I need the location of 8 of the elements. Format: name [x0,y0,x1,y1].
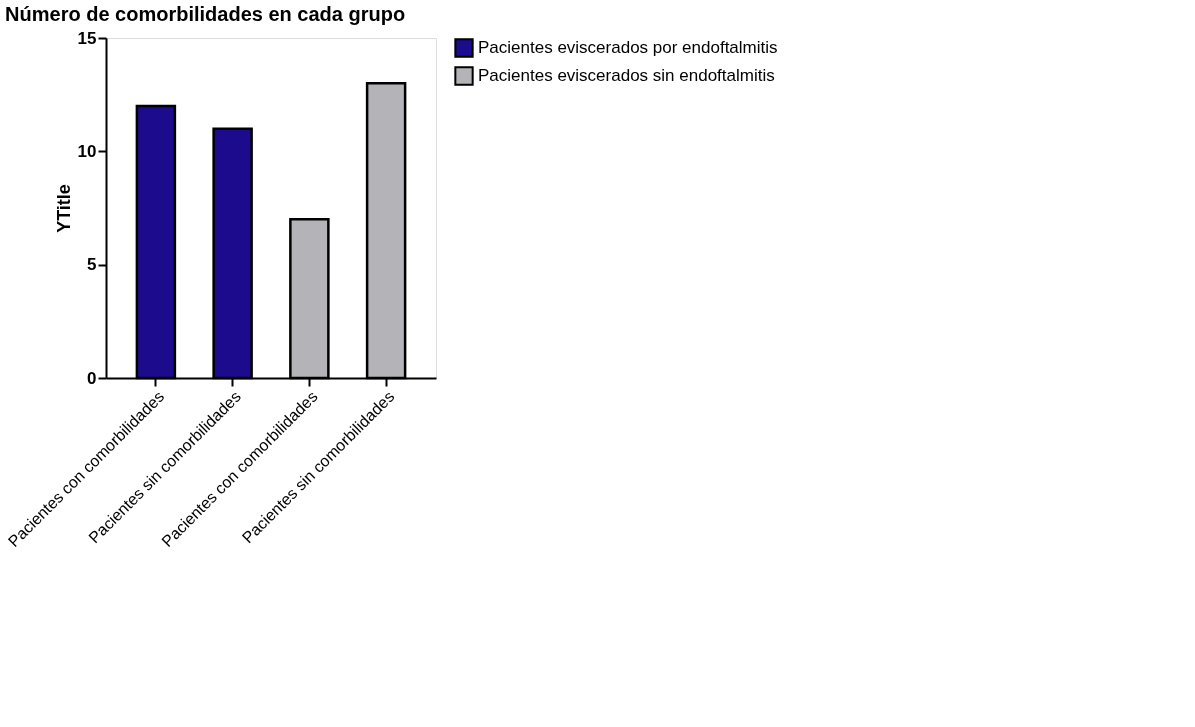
y-tick-label: 10 [77,141,97,161]
legend-label: Pacientes eviscerados sin endoftalmitis [478,66,775,85]
legend-label: Pacientes eviscerados por endoftalmitis [478,38,778,57]
chart-title: Número de comorbilidades en cada grupo [5,3,406,25]
y-axis-title: YTitle [53,184,74,233]
y-tick-label: 5 [87,255,97,275]
y-tick-label: 0 [87,368,97,388]
y-tick-label: 15 [77,28,97,48]
